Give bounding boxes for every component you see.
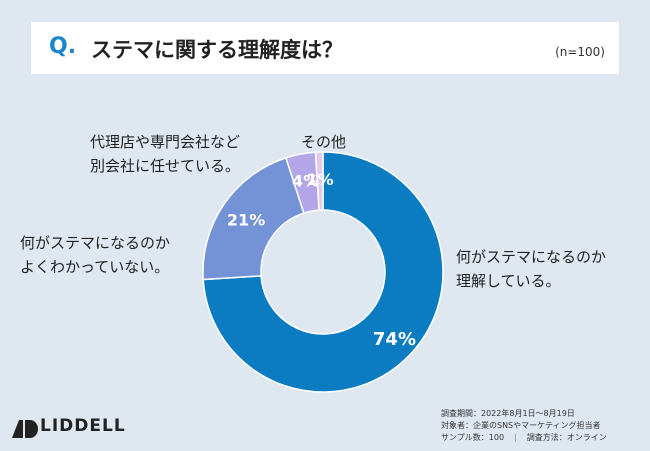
category-label-line: 代理店や専門会社など [90, 133, 241, 151]
brand-logo-text: LIDDELL [40, 416, 126, 436]
category-label-line: 別会社に任せている。 [90, 157, 241, 175]
survey-target: 対象者：企業のSNSやマーケティング担当者 [441, 421, 601, 430]
donut-slice [202, 151, 444, 393]
slice-value-label: 4% [292, 172, 319, 191]
category-label-line: 何がステマになるのか [20, 234, 171, 252]
category-label-outsourced: 代理店や専門会社など 別会社に任せている。 [90, 130, 240, 178]
survey-period: 調査期間：2022年8月1日～8月19日 [441, 409, 575, 418]
survey-sample-method: サンプル数：100 | 調査方法：オンライン [441, 432, 607, 444]
question-title: ステマに関する理解度は？ [91, 38, 343, 62]
category-label-not-understand: 何がステマになるのか よくわかっていない。 [20, 231, 170, 279]
slice-value-label: 74% [373, 329, 416, 350]
survey-footnote: 調査期間：2022年8月1日～8月19日 対象者：企業のSNSやマーケティング担… [441, 408, 607, 444]
donut-slice [314, 151, 324, 211]
category-label-understand: 何がステマになるのか 理解している。 [456, 245, 606, 293]
question-mark: Q. [49, 34, 77, 59]
survey-method: 調査方法：オンライン [526, 433, 607, 442]
category-label-line: 理解している。 [456, 272, 561, 290]
category-label-line: その他 [301, 133, 347, 151]
liddell-logo-icon [12, 420, 38, 438]
category-label-other: その他 [301, 130, 346, 154]
slice-value-label: 21% [227, 211, 265, 230]
question-box: Q. ステマに関する理解度は？ (n=100) [31, 22, 619, 74]
sample-size: (n=100) [555, 45, 605, 59]
category-label-line: 何がステマになるのか [456, 248, 607, 266]
slice-value-label: 1% [306, 170, 333, 189]
footer-separator: | [514, 433, 517, 442]
category-label-line: よくわかっていない。 [20, 258, 170, 276]
donut-slice [202, 156, 305, 281]
survey-sample: サンプル数：100 [441, 433, 505, 442]
